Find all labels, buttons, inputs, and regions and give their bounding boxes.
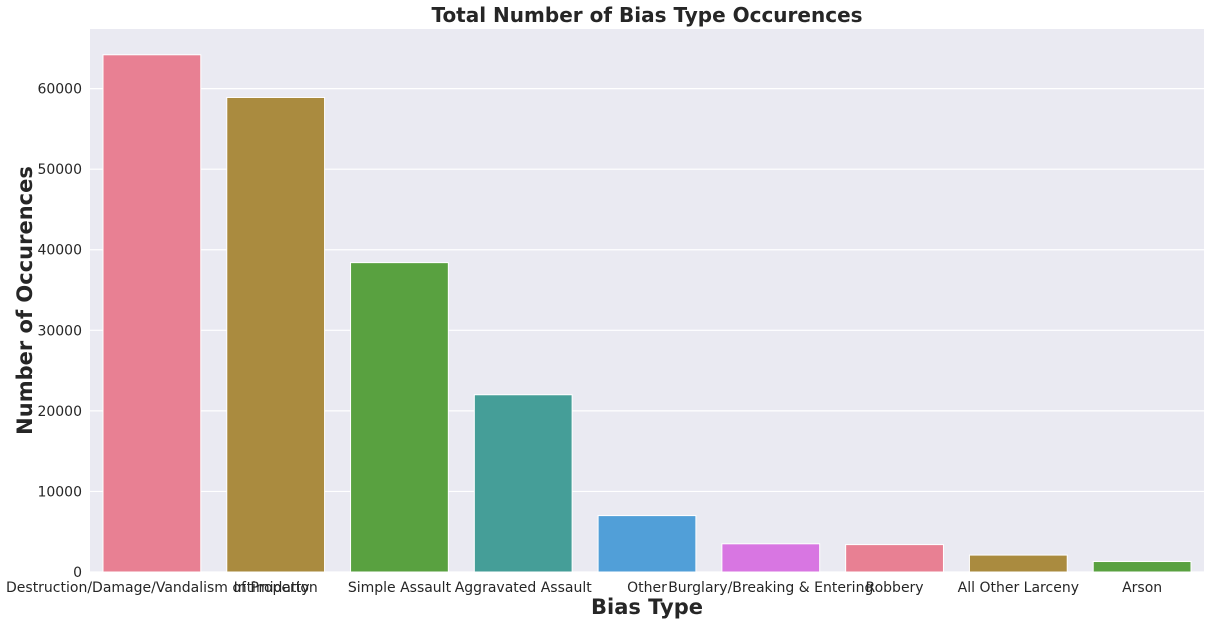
bar <box>721 543 821 573</box>
x-tick-labels: Destruction/Damage/Vandalism of Property… <box>6 580 1162 596</box>
x-axis-label: Bias Type <box>591 595 703 619</box>
x-tick-label: Destruction/Damage/Vandalism of Property <box>6 580 310 596</box>
y-tick-label: 50000 <box>37 162 82 178</box>
bar <box>473 394 573 573</box>
x-tick-label: Robbery <box>866 580 924 596</box>
bar <box>226 96 326 573</box>
bar <box>597 515 697 573</box>
x-tick-label: All Other Larceny <box>958 580 1079 596</box>
y-tick-label: 10000 <box>37 484 82 500</box>
y-tick-label: 30000 <box>37 323 82 339</box>
bar <box>845 544 944 573</box>
x-tick-label: Arson <box>1122 580 1162 596</box>
x-tick-label: Simple Assault <box>348 580 452 596</box>
y-tick-labels: 0 10000 20000 30000 40000 50000 60000 <box>37 82 82 581</box>
x-tick-label: Other <box>627 580 667 596</box>
y-tick-label: 60000 <box>37 82 82 98</box>
bar <box>968 554 1068 573</box>
chart-title: Total Number of Bias Type Occurences <box>431 3 862 27</box>
bar <box>1092 561 1192 573</box>
y-axis-label: Number of Occurences <box>13 166 37 435</box>
y-tick-label: 20000 <box>37 404 82 420</box>
bars <box>102 54 1192 573</box>
y-tick-label: 40000 <box>37 243 82 259</box>
x-tick-label: Aggravated Assault <box>455 580 592 596</box>
bar <box>350 262 449 573</box>
y-tick-label: 0 <box>73 565 82 581</box>
x-tick-label: Burglary/Breaking & Entering <box>668 580 873 596</box>
x-tick-label: Intimidation <box>234 580 318 596</box>
bar <box>102 54 202 573</box>
